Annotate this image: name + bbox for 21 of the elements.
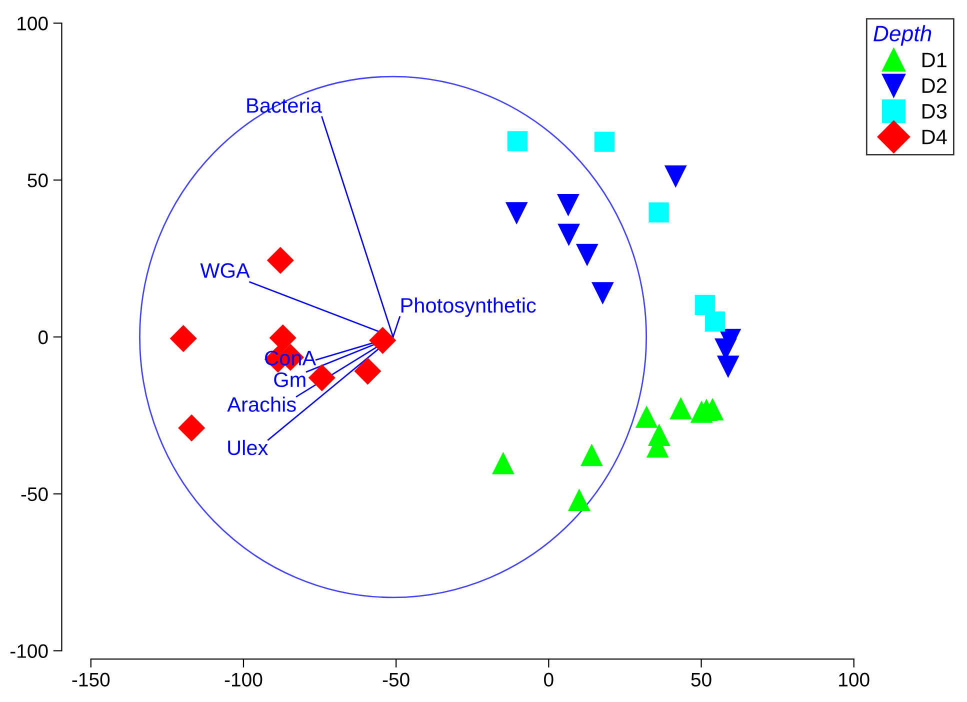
y-tick-label: 100 <box>18 16 48 30</box>
series-label: Ulex <box>228 440 268 456</box>
legend-label: D4 <box>922 130 947 144</box>
x-tick-label: 100 <box>839 672 870 687</box>
x-tick-label: -150 <box>72 672 110 687</box>
series-label: Arachis <box>227 396 296 412</box>
legend-label: D2 <box>922 78 946 93</box>
y-tick-label: 50 <box>28 174 48 188</box>
y-tick-label: -100 <box>10 644 48 658</box>
y-tick-label: 0 <box>38 330 48 344</box>
series-label: Photosynthetic <box>401 297 536 317</box>
series-label: WGA <box>200 263 250 278</box>
legend-title: Depth <box>874 25 932 46</box>
legend-label: D3 <box>922 104 947 119</box>
legend-label: D1 <box>922 52 946 68</box>
x-tick-label: -100 <box>224 672 262 687</box>
x-tick-label: 50 <box>691 672 712 687</box>
x-tick-label: 0 <box>544 672 554 687</box>
y-tick-label: -50 <box>21 487 48 502</box>
series-label: Gm <box>274 372 306 388</box>
x-tick-label: -50 <box>382 672 410 687</box>
